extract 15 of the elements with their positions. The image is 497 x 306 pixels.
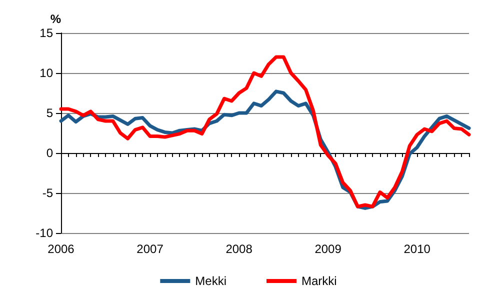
legend-label: Mekki <box>195 274 227 288</box>
x-tick-label: 2008 <box>226 242 253 256</box>
y-tick-label: -5 <box>42 186 54 200</box>
y-tick-label: 15 <box>40 26 54 40</box>
x-tick-label: 2009 <box>314 242 342 256</box>
y-tick-label: -10 <box>36 226 54 240</box>
y-tick-label: 5 <box>46 106 54 120</box>
legend-label: Markki <box>302 274 337 288</box>
x-tick-label: 2010 <box>404 242 431 256</box>
x-tick-label: 2007 <box>136 242 164 256</box>
y-tick-label: 0 <box>46 146 54 160</box>
y-axis-title: % <box>50 12 62 26</box>
x-tick-label: 2006 <box>48 242 75 256</box>
line-series <box>59 55 471 208</box>
y-tick-label: 10 <box>40 66 54 80</box>
